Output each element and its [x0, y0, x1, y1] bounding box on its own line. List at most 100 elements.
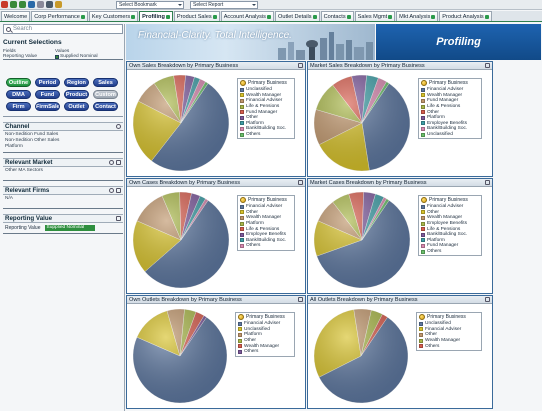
maximize-icon[interactable] [485, 63, 490, 68]
legend-item[interactable]: Unclassified [240, 87, 292, 93]
list-item[interactable]: Platform [5, 144, 23, 149]
pie-chart[interactable] [308, 188, 414, 292]
tab-welcome[interactable]: Welcome [1, 11, 31, 21]
tab-outlet-details[interactable]: Outlet Details [274, 11, 320, 21]
legend-item[interactable]: Financial Adviser [421, 204, 479, 210]
legend-item[interactable]: Unclassified [419, 321, 479, 327]
tab-product-analysis[interactable]: Product Analysis [439, 11, 492, 21]
legend-item[interactable]: Platform [421, 115, 479, 121]
report-select[interactable]: Select Report [190, 0, 258, 9]
search-icon[interactable] [116, 124, 121, 129]
legend-item[interactable]: Wealth Manager [240, 215, 292, 221]
home-icon[interactable] [37, 1, 44, 8]
firm-button[interactable]: Firm [6, 102, 31, 111]
legend-item[interactable]: Other [240, 210, 292, 216]
custom-button[interactable]: Custom [93, 90, 118, 99]
legend-item[interactable]: Other [238, 338, 292, 344]
settings-icon[interactable] [55, 1, 62, 8]
list-item[interactable]: Non-Sedition Fund Sales [5, 132, 59, 137]
legend-item[interactable]: Platform [240, 121, 292, 127]
legend-item[interactable]: Unclassified [238, 327, 292, 333]
legend-item[interactable]: Others [240, 243, 292, 249]
legend-item[interactable]: Unclassified [421, 132, 479, 138]
search-icon[interactable] [109, 188, 114, 193]
legend-item[interactable]: Others [419, 343, 479, 349]
legend-item[interactable]: Financial Adviser [240, 204, 292, 210]
bookmark-select[interactable]: Select Bookmark [116, 0, 184, 9]
firmsales-button[interactable]: FirmSales [35, 102, 60, 111]
legend-item[interactable]: Wealth Manager [240, 93, 292, 99]
fund-button[interactable]: Fund [35, 90, 60, 99]
legend-item[interactable]: Financial Adviser [240, 98, 292, 104]
dma-button[interactable]: DMA [6, 90, 31, 99]
legend-item[interactable]: Life & Pensions [421, 104, 479, 110]
tab-sales-mgmt[interactable]: Sales Mgmt [354, 11, 396, 21]
close-icon[interactable] [1, 1, 8, 8]
legend-item[interactable]: Fund Manager [421, 98, 479, 104]
search-input[interactable]: Search [3, 24, 123, 34]
legend-item[interactable]: Other [421, 210, 479, 216]
list-item[interactable]: Other MA Sectors [5, 168, 43, 173]
product-button[interactable]: Product [64, 90, 89, 99]
pie-chart[interactable] [127, 188, 233, 292]
legend-item[interactable]: Financial Adviser [421, 87, 479, 93]
legend-item[interactable]: Employee Benefits [421, 221, 479, 227]
maximize-icon[interactable] [485, 297, 490, 302]
legend-item[interactable]: Employee Benefits [421, 121, 479, 127]
legend-item[interactable]: Bank/Building Soc. [240, 238, 292, 244]
back-icon[interactable] [10, 1, 17, 8]
list-item[interactable]: N/A [5, 196, 13, 201]
legend-item[interactable]: Platform [238, 332, 292, 338]
tab-contacts[interactable]: Contacts [320, 11, 354, 21]
list-item[interactable]: Non-Sedition Other Sales [5, 138, 60, 143]
refresh-icon[interactable] [28, 1, 35, 8]
legend-item[interactable]: Others [238, 349, 292, 355]
outline-button[interactable]: Outline [6, 78, 31, 87]
legend-item[interactable]: Bank/Building Soc. [240, 126, 292, 132]
pin-icon[interactable] [116, 216, 121, 221]
selection-row[interactable]: Reporting Value Supplied Nominal [3, 54, 123, 59]
legend-item[interactable]: Financial Adviser [238, 321, 292, 327]
outlet-button[interactable]: Outlet [64, 102, 89, 111]
maximize-icon[interactable] [298, 297, 303, 302]
legend-item[interactable]: Other [421, 109, 479, 115]
pin-icon[interactable] [116, 188, 121, 193]
reporting-value-selected[interactable]: Supplied Nominal [44, 225, 95, 231]
tab-mkt-analysis[interactable]: Mkt Analysis [396, 11, 439, 21]
tab-corp-performance[interactable]: Corp Performance [31, 11, 88, 21]
legend-item[interactable]: Platform [421, 238, 479, 244]
tab-product-sales[interactable]: Product Sales [173, 11, 220, 21]
legend-item[interactable]: Fund Manager [240, 109, 292, 115]
legend-item[interactable]: Platform [240, 221, 292, 227]
pie-chart[interactable] [308, 71, 414, 175]
legend-item[interactable]: Other [240, 115, 292, 121]
pie-chart[interactable] [127, 305, 231, 407]
pie-chart[interactable] [308, 305, 412, 407]
legend-item[interactable]: Life & Pensions [421, 226, 479, 232]
print-icon[interactable] [46, 1, 53, 8]
maximize-icon[interactable] [485, 180, 490, 185]
forward-icon[interactable] [19, 1, 26, 8]
legend-item[interactable]: Wealth Manager [419, 338, 479, 344]
legend-item[interactable]: Fund Manager [421, 243, 479, 249]
maximize-icon[interactable] [298, 63, 303, 68]
tab-profiling[interactable]: Profiling [139, 11, 173, 21]
search-icon[interactable] [109, 160, 114, 165]
legend-item[interactable]: Other [419, 332, 479, 338]
contact-button[interactable]: Contact [93, 102, 118, 111]
legend-item[interactable]: Bank/Building Soc. [421, 126, 479, 132]
legend-item[interactable]: Others [240, 132, 292, 138]
legend-item[interactable]: Employee Benefits [240, 232, 292, 238]
pie-chart[interactable] [127, 71, 233, 175]
legend-item[interactable]: Wealth Manager [421, 215, 479, 221]
sales-button[interactable]: Sales [93, 78, 118, 87]
legend-item[interactable]: Others [421, 249, 479, 255]
legend-item[interactable]: Wealth Manager [421, 93, 479, 99]
legend-item[interactable]: Life & Pensions [240, 104, 292, 110]
pin-icon[interactable] [116, 160, 121, 165]
tab-key-customers[interactable]: Key Customers [88, 11, 139, 21]
period-button[interactable]: Period [35, 78, 60, 87]
maximize-icon[interactable] [298, 180, 303, 185]
region-button[interactable]: Region [64, 78, 89, 87]
panel-divider[interactable] [124, 24, 125, 411]
